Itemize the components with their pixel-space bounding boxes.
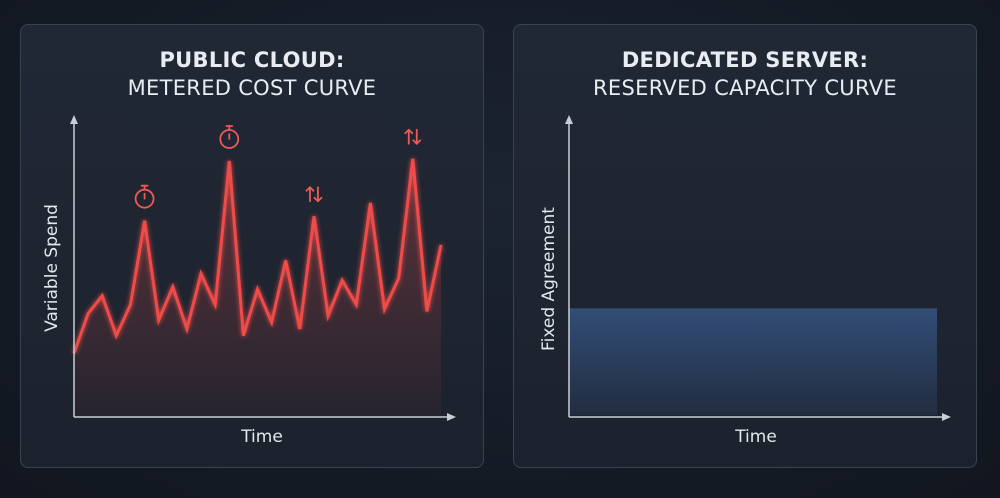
dedicated-server-title: DEDICATED SERVER: RESERVED CAPACITY CURV… [514,47,976,101]
area-fill [74,158,441,418]
x-axis-arrowhead [942,413,951,421]
chart-subtitle: RESERVED CAPACITY CURVE [593,76,897,100]
x-axis-label: Time [734,427,777,447]
y-axis-arrowhead [70,115,78,124]
public-cloud-panel: PUBLIC CLOUD: METERED COST CURVE [20,24,484,468]
dedicated-server-panel: DEDICATED SERVER: RESERVED CAPACITY CURV… [513,24,977,468]
annotation-icons [134,125,422,209]
area-fill [569,308,937,415]
y-axis-arrowhead [565,115,573,124]
chart-title: PUBLIC CLOUD: [159,48,345,72]
x-axis-arrowhead [447,413,456,421]
y-axis-label: Variable Spend [42,204,62,332]
up-down-arrows-icon [404,128,422,145]
series-line [72,158,443,354]
public-cloud-title: PUBLIC CLOUD: METERED COST CURVE [21,47,483,101]
metered-cost-chart: Time Variable Spend [42,115,456,447]
chart-subtitle: METERED COST CURVE [127,76,377,100]
up-down-arrows-icon [305,186,323,203]
reserved-capacity-chart: Time Fixed Agreement [539,115,951,447]
y-axis-label: Fixed Agreement [539,207,559,351]
stopwatch-icon [219,125,240,149]
stopwatch-icon [134,184,155,209]
chart-title: DEDICATED SERVER: [621,48,869,72]
x-axis-label: Time [240,427,283,447]
